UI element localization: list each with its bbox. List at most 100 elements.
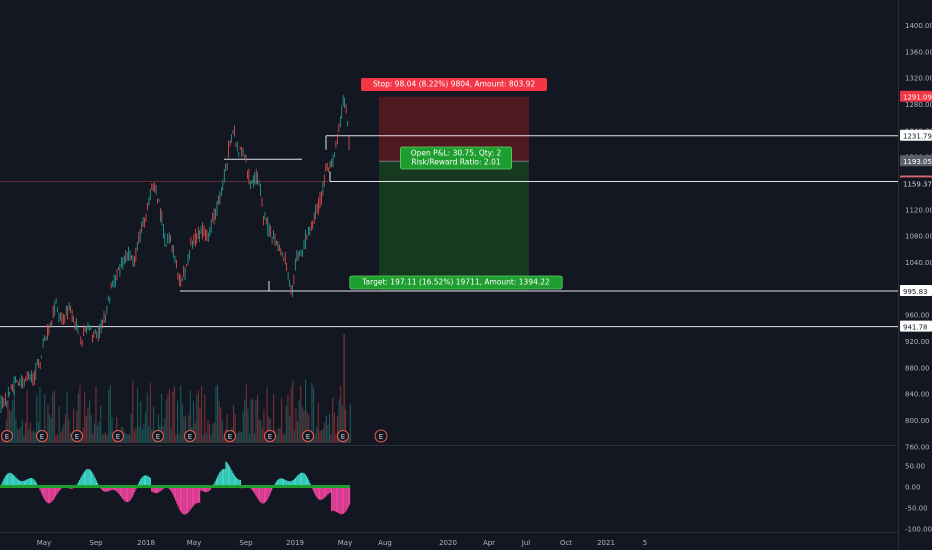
volume-bar — [258, 419, 260, 443]
oscillator-axis-tick: -50.00 — [905, 505, 928, 513]
earnings-marker[interactable] — [224, 430, 236, 442]
oscillator-bar — [16, 478, 18, 487]
oscillator-bar — [218, 474, 220, 487]
earnings-marker[interactable] — [71, 430, 83, 442]
oscillator-bar — [206, 486, 208, 493]
price-label-plain[interactable] — [900, 177, 932, 189]
volume-bar — [261, 428, 263, 443]
earnings-marker[interactable] — [112, 430, 124, 442]
oscillator-bar — [92, 473, 94, 487]
volume-bar — [145, 412, 147, 443]
volume-bar — [322, 428, 324, 443]
volume-bar — [313, 387, 315, 443]
earnings-marker-label: E — [341, 433, 345, 441]
oscillator-bar — [187, 486, 189, 514]
volume-bar — [266, 387, 268, 443]
volume-bar — [170, 427, 172, 443]
volume-bar — [237, 432, 239, 443]
earnings-marker[interactable] — [302, 430, 314, 442]
oscillator-bar — [170, 486, 172, 491]
price-axis[interactable]: 1400.001360.001320.001280.001240.001200.… — [900, 22, 932, 534]
volume-bar — [161, 394, 163, 443]
volume-bar — [348, 434, 350, 443]
volume-bar — [217, 384, 219, 443]
volume-bar — [236, 433, 238, 443]
volume-bar — [218, 401, 220, 443]
volume-bar — [189, 390, 191, 443]
oscillator-bar — [231, 470, 233, 487]
earnings-marker[interactable] — [264, 430, 276, 442]
volume-bar — [207, 419, 209, 443]
oscillator-bar — [46, 486, 48, 503]
time-axis[interactable]: May Sep 2018 May Sep 2019 May Aug 2020 Apr Jul Oct 2… — [37, 539, 647, 547]
price-label-outline[interactable] — [900, 320, 932, 332]
earnings-marker[interactable] — [337, 430, 349, 442]
volume-bar — [143, 423, 145, 443]
horizontal-levels[interactable] — [0, 135, 898, 328]
volume-bar — [295, 408, 297, 443]
oscillator-bar — [82, 473, 84, 487]
volume-bar — [226, 414, 228, 443]
oscillator-bar — [188, 486, 190, 512]
oscillator-bar — [329, 486, 331, 493]
oscillator-bar — [341, 486, 343, 515]
volume-bar — [31, 431, 33, 443]
earnings-marker[interactable] — [36, 430, 48, 442]
price-label-stop[interactable] — [900, 90, 932, 102]
volume-bar — [341, 405, 343, 443]
oscillator-bar — [7, 473, 9, 487]
price-label-outline[interactable] — [900, 285, 932, 297]
oscillator-bar — [151, 486, 153, 492]
oscillator-bar — [11, 473, 13, 487]
oscillator-bar — [205, 486, 207, 493]
target-zone[interactable] — [379, 161, 529, 291]
volume-bar — [244, 399, 246, 443]
earnings-marker[interactable] — [1, 430, 13, 442]
price-axis-tick: 1120.00 — [905, 206, 932, 214]
volume-bar — [343, 334, 345, 443]
earnings-marker-label: E — [306, 433, 310, 441]
price-axis-tick: 880.00 — [905, 364, 930, 372]
price-axis-tick: 960.00 — [905, 312, 930, 320]
stop-label-box[interactable] — [361, 78, 547, 91]
oscillator-bar — [10, 473, 12, 487]
volume-bar — [23, 434, 25, 443]
future-earnings-marker[interactable] — [374, 429, 388, 443]
volume-bar — [333, 412, 335, 443]
oscillator-bar — [225, 461, 227, 487]
oscillator-bar — [317, 486, 319, 500]
oscillator-bar — [298, 474, 300, 487]
target-label-box[interactable] — [349, 275, 563, 290]
oscillator-bar — [175, 486, 177, 501]
volume-bar — [165, 399, 167, 443]
volume-bar — [133, 430, 135, 443]
volume-bar — [257, 395, 259, 443]
volume-bar — [92, 433, 94, 443]
oscillator-bar — [127, 486, 129, 503]
oscillator-bar — [253, 486, 255, 492]
time-axis-label: 2018 — [137, 539, 155, 547]
oscillator-bar — [103, 486, 105, 492]
oscillator-bar — [194, 486, 196, 505]
volume-bar — [335, 434, 337, 443]
price-label-outline[interactable] — [900, 129, 932, 141]
volume-bar — [183, 417, 185, 443]
oscillator-bar — [193, 486, 195, 506]
oscillator-bar — [229, 466, 231, 487]
earnings-marker[interactable] — [152, 430, 164, 442]
oscillator-bar — [15, 477, 17, 487]
oscillator-bar — [50, 486, 52, 503]
volume-bar — [221, 420, 223, 443]
oscillator-bar — [45, 486, 47, 502]
volume-bar — [57, 435, 59, 443]
volume-bar — [34, 432, 36, 443]
oscillator-bar — [344, 486, 346, 513]
earnings-marker[interactable] — [184, 430, 196, 442]
pnl-label-box[interactable] — [399, 146, 512, 170]
volume-bar — [105, 432, 107, 443]
oscillator-bar — [157, 486, 159, 493]
price-label-entry[interactable] — [900, 155, 932, 167]
short-position-tool[interactable]: Stop: 98.04 (8.22%) 9804, Amount: 803.92… — [349, 78, 563, 291]
